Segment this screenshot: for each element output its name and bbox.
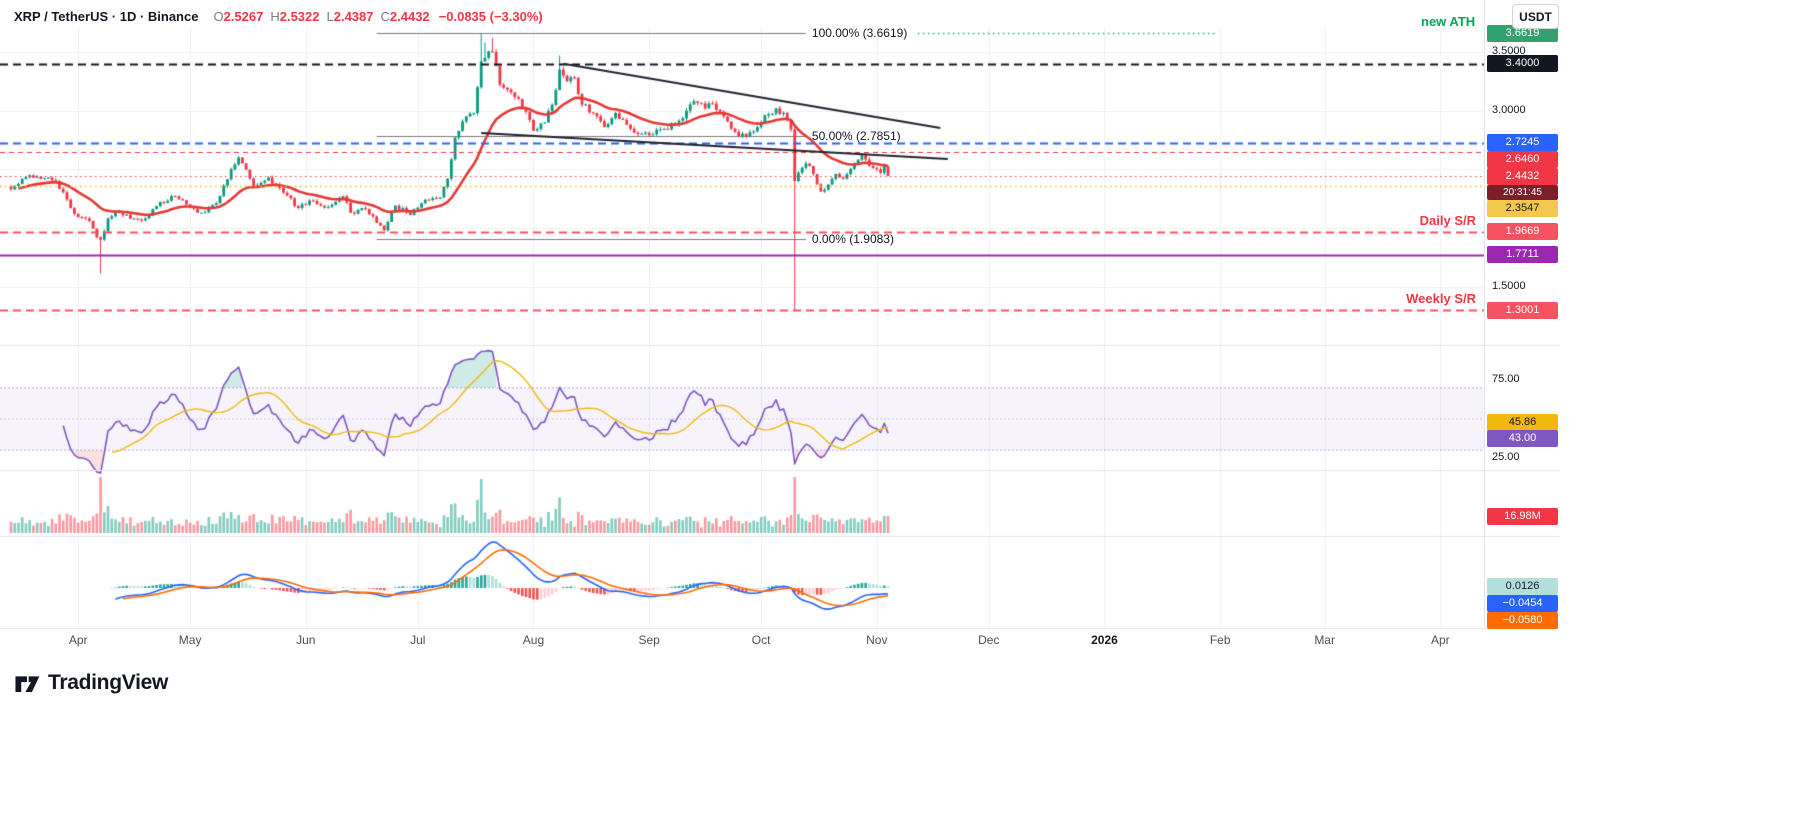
chart-canvas[interactable]	[0, 0, 1560, 660]
volume-value-badge: 16.98M	[1487, 508, 1558, 525]
time-axis-label-mar: Mar	[1314, 633, 1335, 647]
tradingview-wordmark[interactable]: TradingView	[48, 671, 169, 694]
time-axis-label-jun: Jun	[296, 633, 316, 647]
time-axis-label-may: May	[178, 633, 202, 647]
fib-50-label[interactable]: 50.00% (2.7851)	[811, 128, 901, 143]
last-price-badge: 2.4432	[1487, 168, 1558, 186]
time-axis-label-nov: Nov	[866, 633, 888, 647]
level-badge-2-6460: 2.6460	[1487, 151, 1558, 169]
close-value: 2.4432	[389, 9, 430, 24]
time-axis-label-dec: Dec	[978, 633, 1000, 647]
close-label: C	[380, 9, 390, 24]
time-axis-label-oct: Oct	[751, 633, 771, 647]
price-scale-axis[interactable]: 3.5000 3.0000 1.5000 3.6619 3.4000 2.724…	[1484, 0, 1560, 630]
rsi-tick-75: 75.00	[1492, 373, 1520, 385]
rsi-tick-25: 25.00	[1492, 451, 1520, 463]
weekly-sr-price-badge: 1.3001	[1487, 301, 1558, 319]
low-value: 2.4387	[333, 9, 374, 24]
price-tick-3-0000: 3.0000	[1492, 103, 1526, 116]
quote-currency-button[interactable]: USDT	[1512, 4, 1559, 29]
high-value: 2.5322	[279, 9, 320, 24]
daily-sr-label[interactable]: Daily S/R	[1419, 212, 1476, 228]
tradingview-logo-icon[interactable]	[13, 669, 41, 697]
level-badge-2-3547: 2.3547	[1487, 200, 1558, 218]
time-axis-label-2026: 2026	[1091, 633, 1118, 647]
change-value: −0.0835 (−3.30%)	[438, 9, 543, 24]
open-value: 2.5267	[223, 9, 264, 24]
macd-hist-value-badge: 0.0126	[1487, 578, 1558, 596]
fib-100-label[interactable]: 100.00% (3.6619)	[811, 26, 908, 40]
footer-brand: TradingView	[13, 669, 168, 697]
price-tick-1-5000: 1.5000	[1492, 279, 1526, 292]
time-axis-label-apr: Apr	[68, 633, 88, 647]
macd-line-value-badge: −0.0454	[1487, 595, 1558, 613]
bar-close-countdown: 20:31:45	[1487, 185, 1558, 201]
time-axis-label-feb: Feb	[1209, 633, 1231, 647]
daily-sr-price-badge: 1.9669	[1487, 223, 1558, 241]
rsi-ma-value-badge: 45.86	[1487, 413, 1558, 431]
fib-0-label[interactable]: 0.00% (1.9083)	[811, 231, 894, 246]
symbol-title[interactable]: XRP / TetherUS · 1D · Binance	[14, 9, 199, 24]
time-axis-label-jul: Jul	[410, 633, 426, 647]
time-axis-label-aug: Aug	[522, 633, 545, 647]
level-badge-1-7711: 1.7711	[1487, 246, 1558, 264]
low-label: L	[326, 9, 334, 24]
price-tick-3-5000: 3.5000	[1492, 44, 1526, 57]
open-label: O	[213, 9, 224, 24]
high-label: H	[270, 9, 280, 24]
level-badge-2-7245: 2.7245	[1487, 134, 1558, 152]
level-badge-3-4000: 3.4000	[1487, 55, 1558, 73]
macd-signal-value-badge: −0.0580	[1487, 612, 1558, 630]
time-axis[interactable]: Apr May Jun Jul Aug Sep Oct Nov Dec 2026 Feb Mar Apr	[0, 628, 1484, 654]
symbol-legend: XRP / TetherUS · 1D · Binance O2.5267 H2.5…	[14, 9, 543, 24]
time-axis-label-apr: Apr	[1431, 633, 1450, 647]
weekly-sr-label[interactable]: Weekly S/R	[1406, 291, 1476, 306]
time-axis-label-sep: Sep	[638, 633, 660, 647]
new-ath-label: new ATH	[1421, 14, 1476, 29]
rsi-value-badge: 43.00	[1487, 429, 1558, 447]
